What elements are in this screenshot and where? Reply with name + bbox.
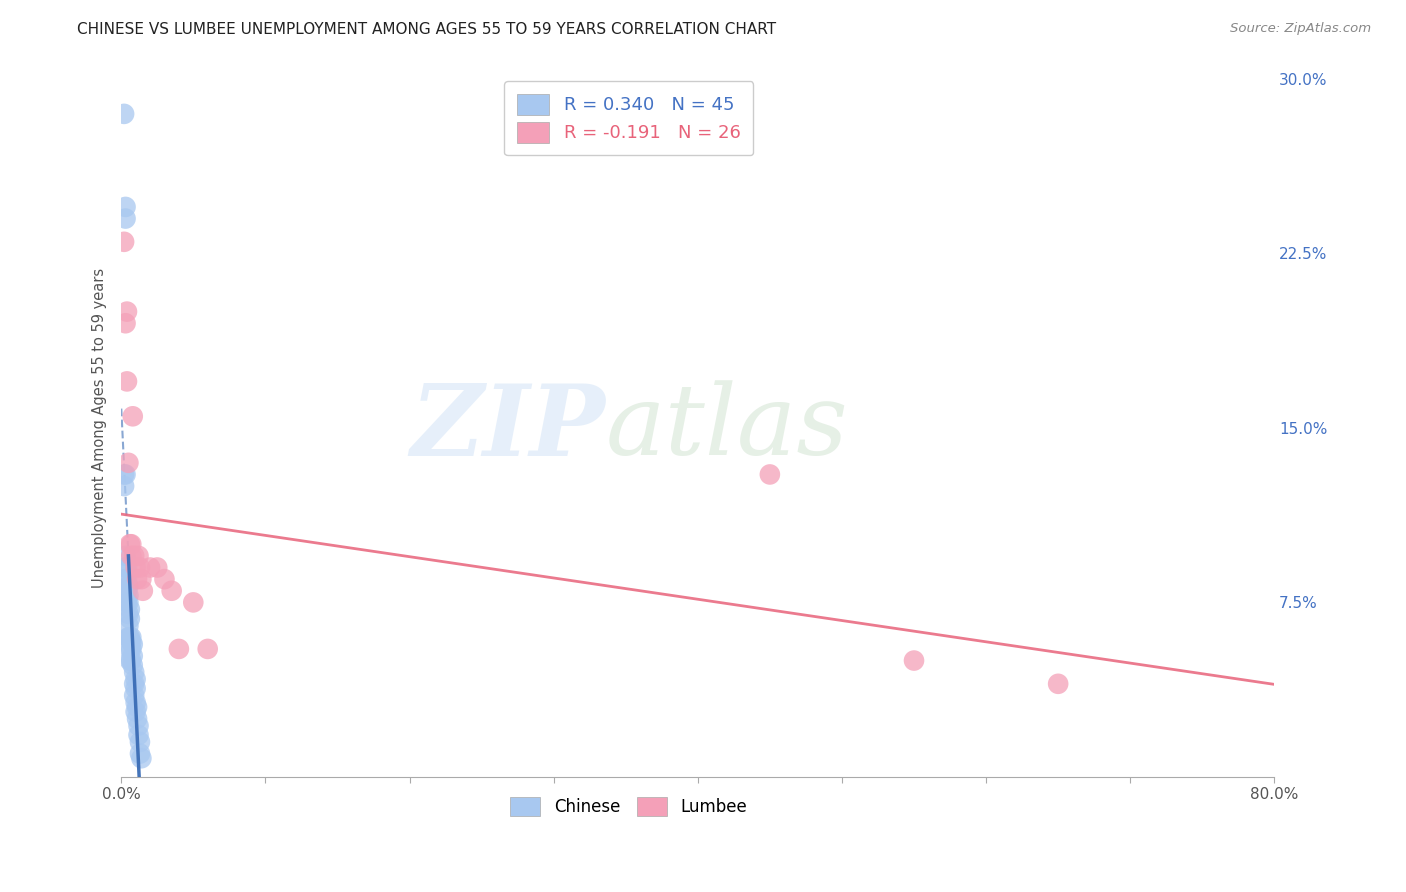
Point <box>117 618 139 632</box>
Point <box>759 467 782 482</box>
Point <box>181 595 204 609</box>
Point <box>1047 677 1070 691</box>
Point <box>129 735 152 749</box>
Point <box>117 456 139 470</box>
Point <box>117 579 139 593</box>
Point <box>121 658 143 673</box>
Point <box>139 560 162 574</box>
Point <box>118 612 141 626</box>
Point <box>131 751 153 765</box>
Point <box>118 641 141 656</box>
Point <box>114 211 136 226</box>
Text: Source: ZipAtlas.com: Source: ZipAtlas.com <box>1230 22 1371 36</box>
Point <box>115 304 138 318</box>
Point <box>112 467 135 482</box>
Point <box>114 316 136 330</box>
Point <box>117 630 139 644</box>
Point <box>125 572 148 586</box>
Point <box>122 549 145 563</box>
Point <box>118 654 141 668</box>
Point <box>117 595 139 609</box>
Point <box>118 630 141 644</box>
Point <box>114 200 136 214</box>
Point <box>197 641 219 656</box>
Point <box>129 747 152 761</box>
Point <box>128 549 150 563</box>
Point <box>124 705 146 719</box>
Point <box>122 665 145 680</box>
Point <box>122 689 145 703</box>
Point <box>124 695 146 709</box>
Point <box>120 635 142 649</box>
Point <box>120 654 142 668</box>
Point <box>153 572 176 586</box>
Point <box>129 560 152 574</box>
Point <box>115 595 138 609</box>
Point <box>128 728 150 742</box>
Point <box>117 607 139 621</box>
Text: atlas: atlas <box>606 380 848 475</box>
Point <box>115 375 138 389</box>
Point <box>115 560 138 574</box>
Point <box>120 537 142 551</box>
Point <box>124 681 146 696</box>
Point <box>131 572 153 586</box>
Point <box>118 602 141 616</box>
Point <box>121 648 143 663</box>
Point <box>118 537 141 551</box>
Text: CHINESE VS LUMBEE UNEMPLOYMENT AMONG AGES 55 TO 59 YEARS CORRELATION CHART: CHINESE VS LUMBEE UNEMPLOYMENT AMONG AGE… <box>77 22 776 37</box>
Point <box>167 641 190 656</box>
Point <box>115 583 138 598</box>
Point <box>114 467 136 482</box>
Point <box>112 235 135 249</box>
Point <box>124 672 146 686</box>
Point <box>160 583 183 598</box>
Point <box>121 637 143 651</box>
Point <box>120 630 142 644</box>
Point <box>124 560 146 574</box>
Text: ZIP: ZIP <box>411 380 606 476</box>
Point <box>112 479 135 493</box>
Point <box>120 641 142 656</box>
Point <box>125 712 148 726</box>
Point <box>146 560 169 574</box>
Point <box>122 677 145 691</box>
Legend: Chinese, Lumbee: Chinese, Lumbee <box>502 789 755 824</box>
Point <box>115 572 138 586</box>
Point <box>125 700 148 714</box>
Point <box>117 589 139 603</box>
Point <box>114 560 136 574</box>
Point <box>114 549 136 563</box>
Point <box>112 107 135 121</box>
Point <box>120 549 142 563</box>
Point <box>114 572 136 586</box>
Y-axis label: Unemployment Among Ages 55 to 59 years: Unemployment Among Ages 55 to 59 years <box>93 268 107 588</box>
Point <box>128 719 150 733</box>
Point <box>121 409 143 424</box>
Point <box>132 583 155 598</box>
Point <box>903 654 925 668</box>
